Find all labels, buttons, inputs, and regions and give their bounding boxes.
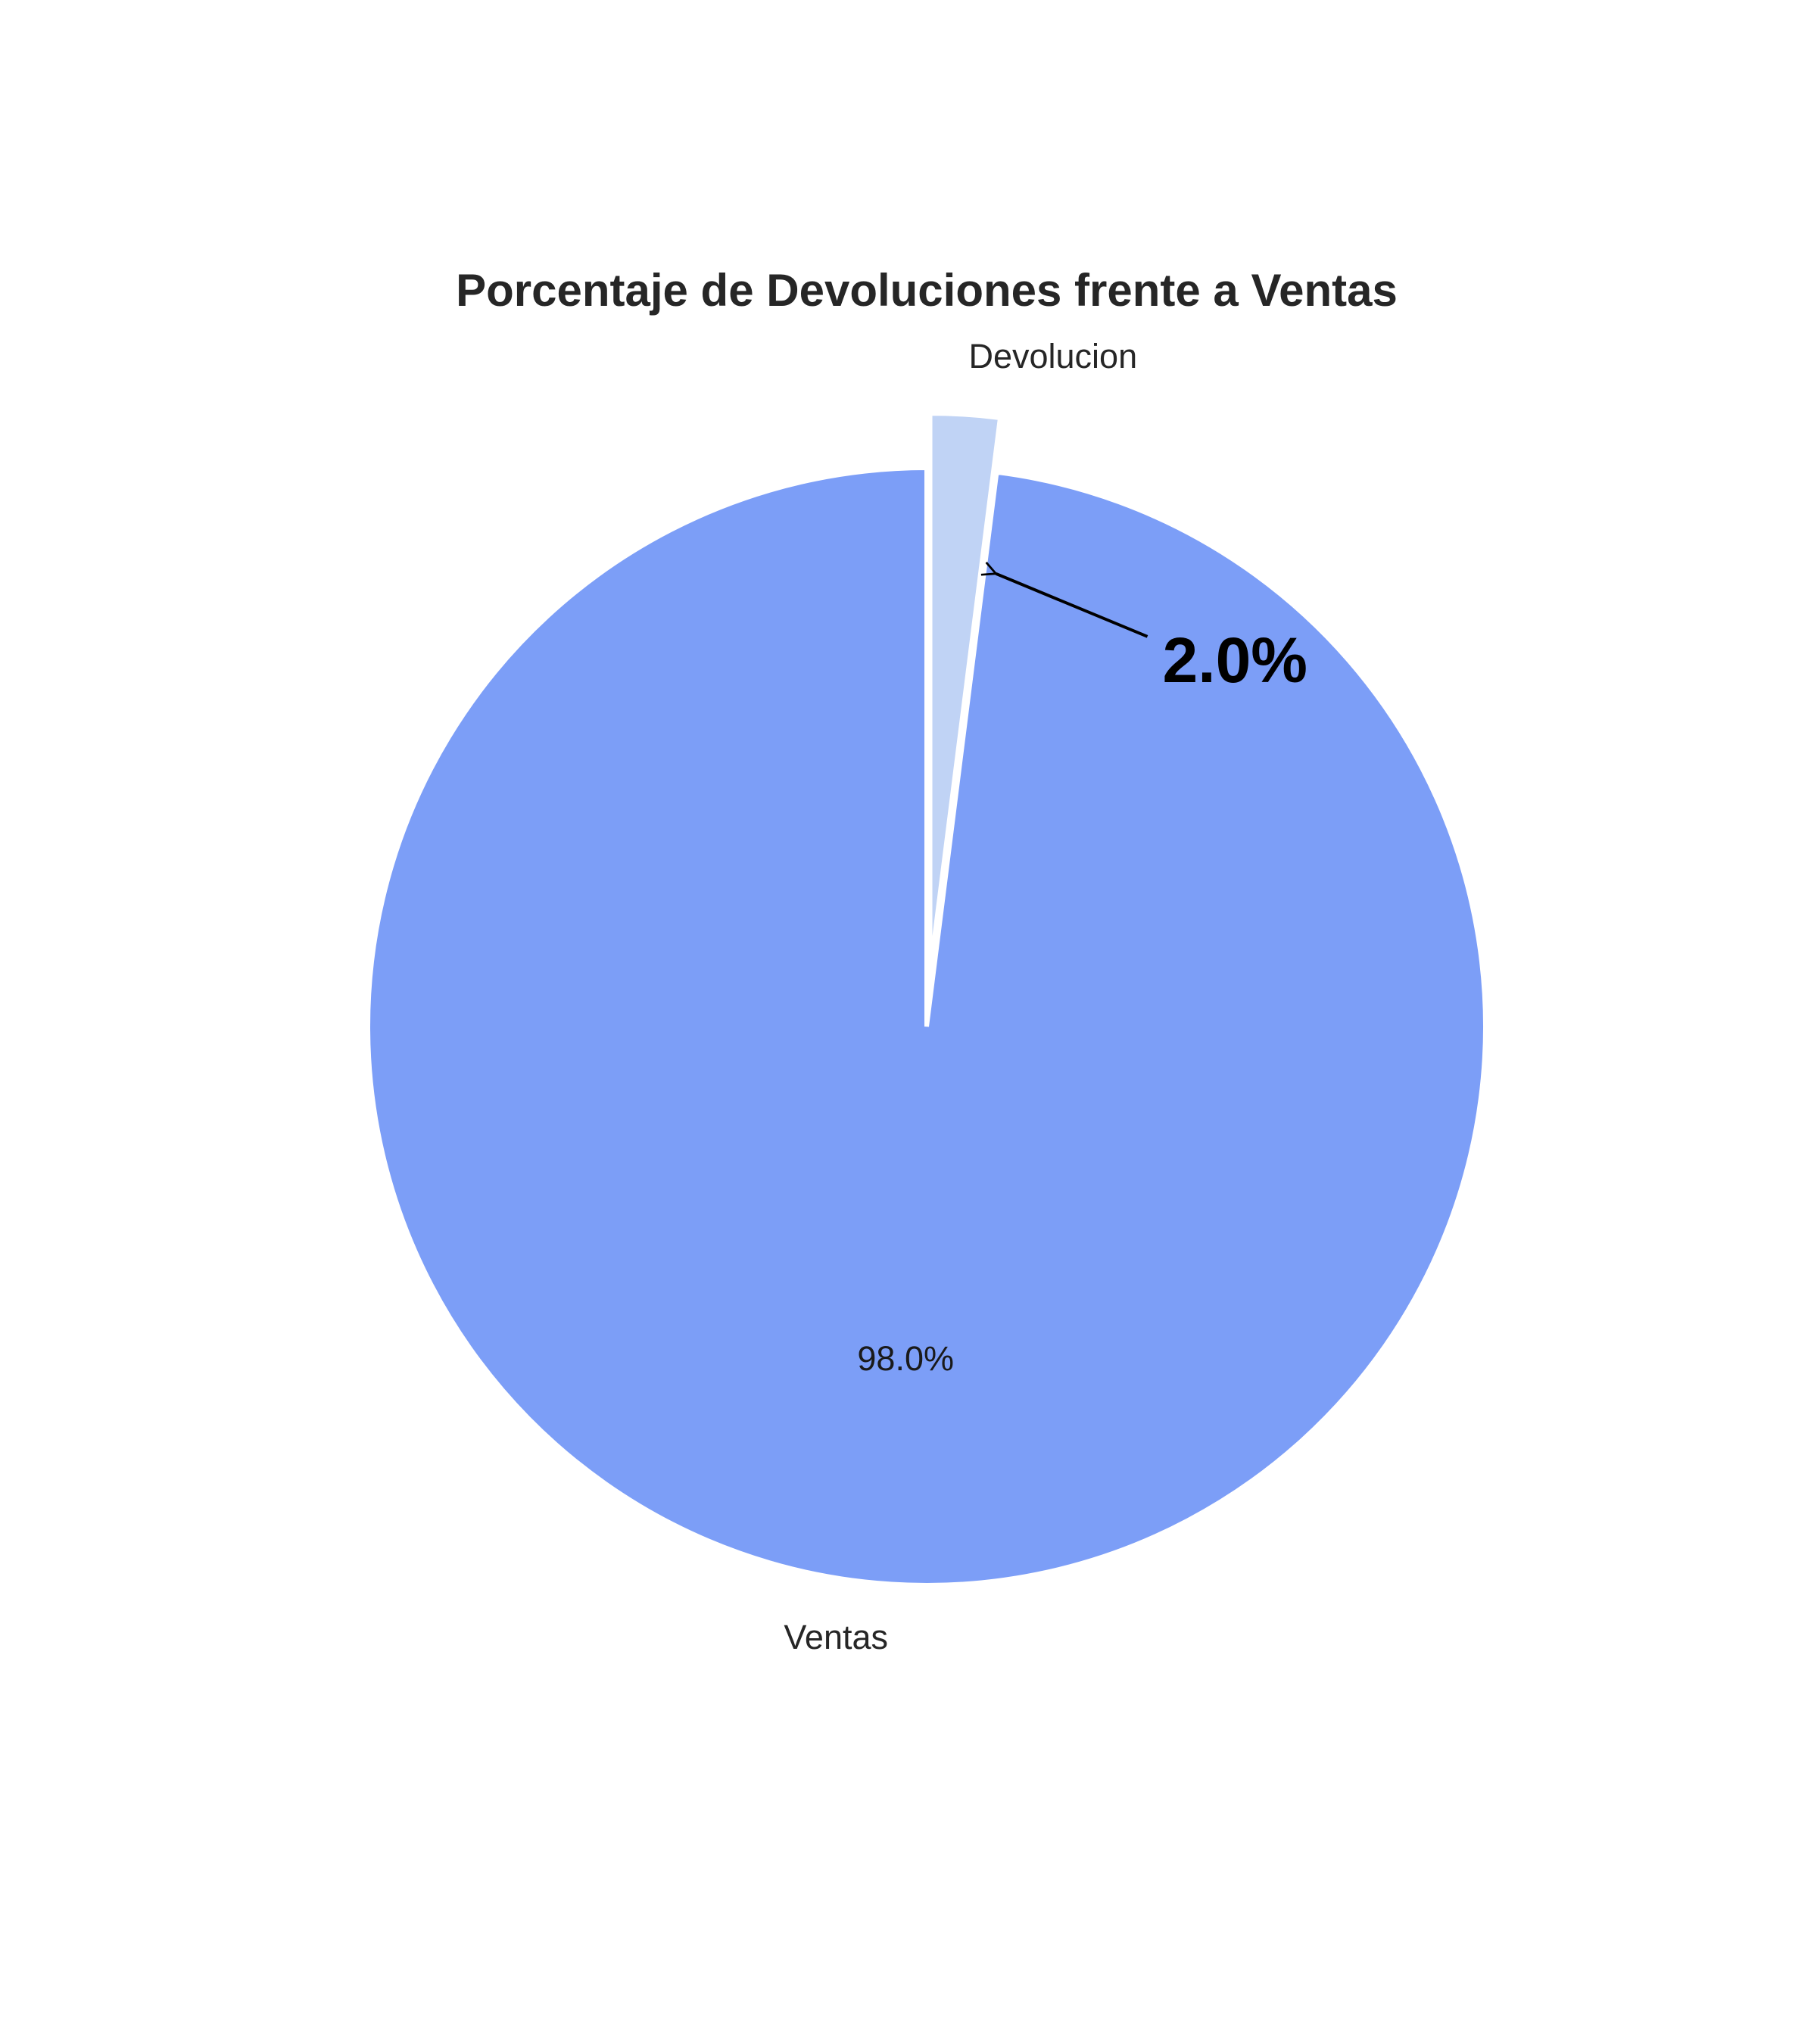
annotation-text: 2.0% [1163, 625, 1307, 696]
pie-slice-devolucion [927, 411, 1003, 973]
annotation-arrow [996, 574, 1148, 638]
pie-labels: Devolucion Ventas 98.0% [784, 337, 1137, 1656]
slice-percent-label-ventas: 98.0% [857, 1339, 954, 1378]
annotation-group: 2.0% [996, 574, 1307, 696]
chart-title: Porcentaje de Devoluciones frente a Vent… [456, 265, 1398, 316]
category-label-ventas: Ventas [784, 1618, 888, 1656]
pie-slices [366, 411, 1488, 1588]
category-label-devolucion: Devolucion [968, 337, 1137, 375]
pie-slice-ventas [366, 465, 1488, 1588]
